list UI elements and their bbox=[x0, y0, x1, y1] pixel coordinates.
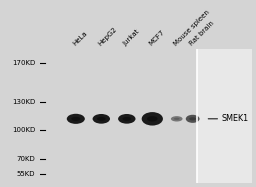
Ellipse shape bbox=[93, 114, 110, 124]
Text: Jurkat: Jurkat bbox=[123, 28, 141, 47]
Ellipse shape bbox=[147, 116, 158, 122]
Ellipse shape bbox=[171, 116, 183, 122]
Ellipse shape bbox=[142, 112, 163, 125]
Ellipse shape bbox=[97, 117, 106, 121]
Text: HepG2: HepG2 bbox=[97, 26, 118, 47]
Text: 100KD: 100KD bbox=[12, 127, 35, 133]
Bar bbox=[197, 49, 252, 183]
Text: 130KD: 130KD bbox=[12, 99, 35, 105]
Text: 55KD: 55KD bbox=[17, 171, 35, 177]
Text: MCF7: MCF7 bbox=[148, 29, 166, 47]
Text: 70KD: 70KD bbox=[17, 156, 35, 162]
Ellipse shape bbox=[186, 115, 200, 123]
Text: Rat brain: Rat brain bbox=[188, 20, 215, 47]
Ellipse shape bbox=[174, 118, 180, 120]
Text: HeLa: HeLa bbox=[72, 30, 88, 47]
Ellipse shape bbox=[189, 117, 196, 120]
Ellipse shape bbox=[122, 117, 131, 121]
Text: 170KD: 170KD bbox=[12, 60, 35, 66]
Text: Mouse spleen: Mouse spleen bbox=[173, 9, 211, 47]
Ellipse shape bbox=[118, 114, 135, 124]
Ellipse shape bbox=[67, 114, 85, 124]
Ellipse shape bbox=[71, 117, 80, 121]
Text: SMEK1: SMEK1 bbox=[221, 114, 249, 123]
